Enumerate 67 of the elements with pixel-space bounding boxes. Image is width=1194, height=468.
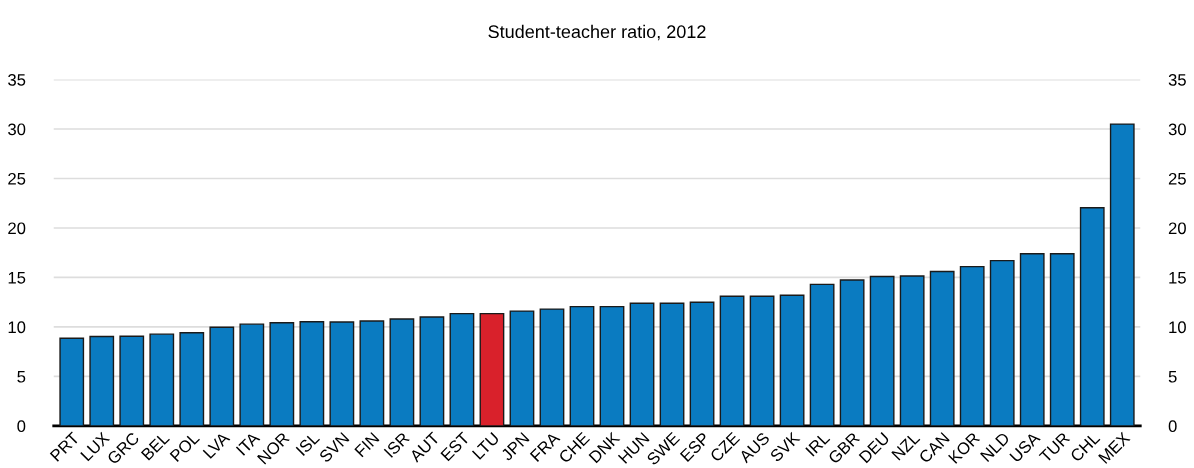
bar [359,320,385,426]
bar [719,295,745,426]
y-tick-label: 25 [8,172,26,185]
y2-tick-label: 30 [1168,123,1186,136]
bar [1049,253,1075,426]
y-tick-label: 30 [8,123,26,136]
bar [869,275,895,426]
x-tick-label: LTU [471,432,500,460]
y-tick-label: 20 [8,222,26,235]
y-tick-label: 0 [17,420,26,433]
bar [269,322,295,426]
bar [809,283,835,426]
x-tick-label: NZL [891,431,921,461]
x-tick-label: POL [169,431,201,463]
y2-tick-label: 25 [1168,172,1186,185]
chart-title: Student-teacher ratio, 2012 [488,24,706,41]
x-tick-label: CHL [1069,431,1101,463]
bar [89,335,115,426]
y2-tick-label: 35 [1168,73,1186,86]
bar [539,308,565,426]
bar [1109,123,1135,426]
y-tick-label: 10 [8,321,26,334]
bar [479,312,505,426]
bar [389,318,415,426]
x-tick-label: JPN [500,432,530,462]
x-tick-label: IRL [805,431,831,457]
bar [419,316,445,426]
y-tick-label: 35 [8,73,26,86]
bar [1079,207,1105,426]
bar [179,332,205,426]
bar [599,305,625,426]
bar [899,275,925,426]
y2-tick-label: 15 [1169,272,1186,284]
x-tick-label: BEL [140,431,170,461]
bar [1019,253,1045,426]
bar [989,259,1015,426]
bar [299,321,325,426]
y-tick-label: 15 [8,272,26,284]
bar [839,279,865,426]
bar [569,305,595,426]
y2-tick-label: 10 [1169,321,1186,334]
bar [59,337,85,426]
bar [929,270,955,426]
bar [449,312,475,426]
bar [119,335,145,426]
bar [509,310,535,426]
bar [689,301,715,426]
bar [239,323,265,426]
x-tick-label: ISR [383,431,411,458]
bar [329,321,355,426]
bar [209,326,235,426]
y2-tick-label: 5 [1168,370,1177,383]
x-tick-label: LVA [202,431,231,459]
x-tick-label: USA [1009,431,1041,463]
y-tick-label: 5 [17,370,26,383]
y2-tick-label: 0 [1168,420,1177,433]
x-tick-label: FIN [354,432,380,458]
x-tick-label: FRA [529,431,561,462]
y2-tick-label: 20 [1168,222,1186,235]
bar [779,294,805,426]
bar [659,302,685,426]
bar [149,333,175,426]
bar [959,265,985,426]
bar [749,295,775,426]
bar [629,302,655,426]
x-tick-label: ISL [295,431,321,456]
x-tick-label: TUR [1038,431,1071,464]
